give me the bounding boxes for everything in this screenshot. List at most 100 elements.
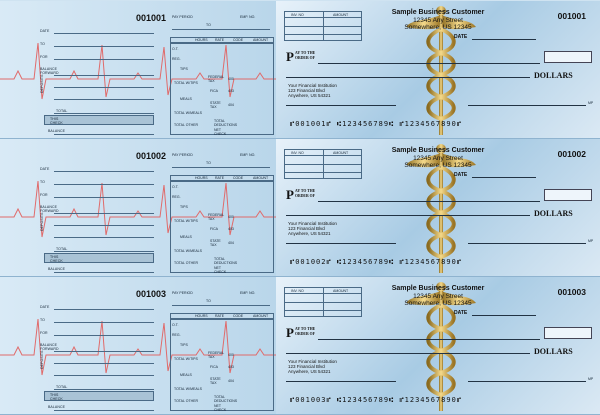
- micr-line: ⑈001003⑈ ⑆123456789⑆ ⑈1234567890⑈: [290, 396, 462, 404]
- total-wmeals-label: TOTAL W/MEALS: [174, 111, 202, 115]
- date-line[interactable]: [472, 39, 536, 40]
- pay-period-label: PAY PERIOD: [172, 153, 193, 157]
- bank-info: Your Financial Institution 123 Financial…: [288, 359, 337, 374]
- code-403: 403: [228, 89, 234, 93]
- stub-for-label: FOR: [40, 193, 48, 197]
- hours-header: HOURS: [195, 176, 208, 180]
- dollars-label: DOLLARS: [534, 209, 573, 218]
- inv-no-label: INV. NO: [291, 13, 304, 17]
- total-deductions-label: TOTAL DEDUCTIONS: [214, 257, 238, 265]
- stub-this-check-box: [44, 253, 154, 263]
- signature-line[interactable]: [468, 381, 586, 382]
- hours-header: HOURS: [195, 314, 208, 318]
- code-header: CODE: [233, 314, 244, 318]
- tips-label: TIPS: [180, 205, 188, 209]
- stub-ledger-line: [54, 363, 154, 364]
- stub-this-check-label: THIS CHECK: [50, 393, 63, 401]
- stub-date-label: DATE: [40, 305, 50, 309]
- stub-check-number: 001001: [136, 13, 167, 23]
- stub-balance-forward-label: BALANCE FORWARD: [40, 205, 59, 213]
- memo-line[interactable]: [286, 105, 396, 106]
- check-stub: 001003 DATE TO FOR BALANCE FORWARD DEPOS…: [0, 277, 276, 415]
- meals-label: MEALS: [180, 373, 192, 377]
- invoice-row: [285, 164, 361, 165]
- stub-to-label: TO: [40, 42, 45, 46]
- state-tax-label: STATE TAX: [210, 377, 221, 385]
- caduceus-icon: [406, 282, 476, 411]
- pay-period-label: PAY PERIOD: [172, 291, 193, 295]
- stub-to-line: [54, 322, 154, 323]
- customer-city: Somewhere, US 12345: [404, 24, 472, 31]
- stub-ledger-line: [54, 113, 154, 114]
- stub-ledger-line: [54, 272, 154, 273]
- date-label: DATE: [454, 172, 468, 178]
- pay-period-line: [172, 305, 270, 306]
- tips-label: TIPS: [180, 343, 188, 347]
- stub-check-number: 001003: [136, 289, 167, 299]
- payroll-grid: PAY PERIOD EMP. NO. TO HOURS RATE CODE A…: [170, 291, 274, 412]
- stub-check-number: 001002: [136, 151, 167, 161]
- payee-line[interactable]: [318, 339, 540, 340]
- ot-label: O.T.: [172, 323, 179, 327]
- bank-name: Your Financial Institution: [288, 83, 337, 88]
- total-deductions-label: TOTAL DEDUCTIONS: [214, 395, 238, 403]
- payroll-header-row: HOURS RATE CODE AMOUNT: [170, 313, 274, 319]
- heartbeat-line-icon: [0, 42, 276, 100]
- net-check-label: NET CHECK: [214, 404, 227, 412]
- fica-label: FICA: [210, 227, 218, 231]
- bank-info: Your Financial Institution 123 Financial…: [288, 221, 337, 236]
- stub-this-check-label: THIS CHECK: [50, 117, 63, 125]
- bank-street: 123 Financial Blvd: [288, 226, 325, 231]
- amount-header: AMOUNT: [253, 176, 269, 180]
- customer-city: Somewhere, US 12345: [404, 300, 472, 307]
- payee-line[interactable]: [318, 201, 540, 202]
- ot-label: O.T.: [172, 47, 179, 51]
- emp-no-label: EMP. NO.: [240, 153, 256, 157]
- stub-to-label: TO: [40, 180, 45, 184]
- written-amount-line[interactable]: [286, 215, 530, 216]
- stub-total-label: TOTAL: [56, 247, 68, 251]
- amount-box[interactable]: [544, 327, 592, 339]
- stub-to-label: TO: [40, 318, 45, 322]
- code-400: 400: [228, 353, 234, 357]
- memo-line[interactable]: [286, 381, 396, 382]
- code-header: CODE: [233, 176, 244, 180]
- date-line[interactable]: [472, 177, 536, 178]
- stub-balance-label: BALANCE: [48, 267, 66, 271]
- check-body: INV. NO AMOUNT Sample Business Customer …: [276, 139, 600, 277]
- inv-amount-label: AMOUNT: [333, 13, 349, 17]
- inv-amount-label: AMOUNT: [333, 289, 349, 293]
- stub-ledger-line: [54, 225, 154, 226]
- signature-line[interactable]: [468, 105, 586, 106]
- memo-line[interactable]: [286, 243, 396, 244]
- rate-header: RATE: [215, 176, 225, 180]
- date-line[interactable]: [472, 315, 536, 316]
- pay-period-label: PAY PERIOD: [172, 15, 193, 19]
- total-other-label: TOTAL OTHER: [174, 399, 199, 403]
- stub-ledger-line: [54, 351, 154, 352]
- pay-to-small: AY TO THE ORDER OF: [295, 189, 316, 198]
- payroll-header-row: HOURS RATE CODE AMOUNT: [170, 175, 274, 181]
- stub-date-label: DATE: [40, 167, 50, 171]
- emp-no-label: EMP. NO.: [240, 15, 256, 19]
- check-number: 001002: [557, 149, 586, 159]
- emp-no-label: EMP. NO.: [240, 291, 256, 295]
- written-amount-line[interactable]: [286, 77, 530, 78]
- mp-label: MP: [588, 239, 594, 243]
- code-header: CODE: [233, 38, 244, 42]
- signature-line[interactable]: [468, 243, 586, 244]
- amount-box[interactable]: [544, 51, 592, 63]
- stub-ledger-line: [54, 375, 154, 376]
- micr-line: ⑈001001⑈ ⑆123456789⑆ ⑈1234567890⑈: [290, 120, 462, 128]
- payroll-grid: PAY PERIOD EMP. NO. TO HOURS RATE CODE A…: [170, 15, 274, 136]
- invoice-row: [285, 34, 361, 35]
- written-amount-line[interactable]: [286, 353, 530, 354]
- federal-tax-label: FEDERAL TAX: [208, 351, 225, 359]
- date-label: DATE: [454, 310, 468, 316]
- customer-street: 12345 Any Street: [413, 293, 463, 300]
- stub-deposits-label: DEPOSITS: [40, 212, 44, 232]
- payee-line[interactable]: [318, 63, 540, 64]
- amount-box[interactable]: [544, 189, 592, 201]
- stub-date-line: [54, 309, 154, 310]
- pay-to-small: AY TO THE ORDER OF: [295, 327, 316, 336]
